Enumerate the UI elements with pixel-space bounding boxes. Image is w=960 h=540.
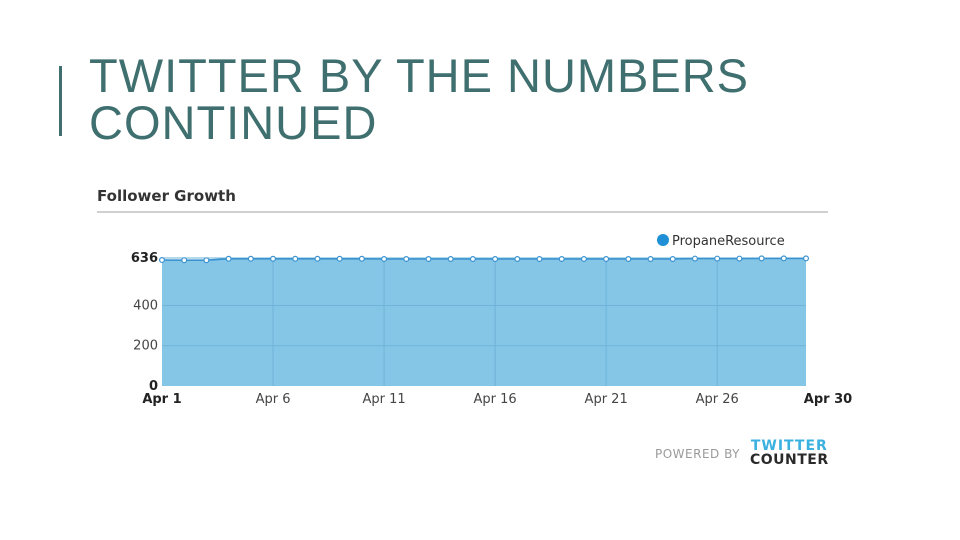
data-point-26 [714,255,721,262]
twittercounter-logo[interactable]: TWITTER COUNTER [750,439,829,467]
data-point-28 [758,255,765,262]
data-point-10 [358,255,365,262]
data-point-20 [580,256,587,263]
data-point-22 [625,256,632,263]
data-point-16 [492,256,499,263]
y-tick-label-1: 200 [133,339,158,354]
data-point-19 [558,256,565,263]
x-tick-label-5: Apr 26 [696,392,739,407]
data-point-24 [669,256,676,263]
logo-line-1: TWITTER [750,438,828,454]
data-point-14 [447,256,454,263]
data-point-9 [336,255,343,262]
data-point-4 [225,255,232,262]
data-point-12 [403,256,410,263]
x-tick-label-2: Apr 11 [362,392,405,407]
y-tick-label-2: 400 [133,298,158,313]
powered-by-text: POWERED BY [655,447,741,461]
data-point-25 [691,255,698,262]
data-point-7 [292,255,299,262]
data-point-8 [314,255,321,262]
data-point-21 [603,256,610,263]
data-point-1 [159,257,166,264]
data-point-27 [736,255,743,262]
data-point-2 [181,257,188,264]
x-tick-label-3: Apr 16 [474,392,517,407]
series-area [162,258,806,386]
y-tick-label-3: 636 [131,251,158,266]
slide-title: TWITTER BY THE NUMBERS CONTINUED [89,52,749,146]
chart-title: Follower Growth [97,187,236,205]
data-point-29 [780,255,787,262]
logo-line-2: COUNTER [750,452,829,468]
y-tick-label-0: 0 [149,379,158,394]
data-point-18 [536,256,543,263]
title-divider [97,211,828,213]
slide-title-line-2: CONTINUED [89,96,378,149]
data-point-13 [425,256,432,263]
data-point-3 [203,257,210,264]
x-tick-label-4: Apr 21 [585,392,628,407]
slide-title-line-1: TWITTER BY THE NUMBERS [89,49,750,102]
title-accent-bar [59,66,62,136]
legend-marker [657,234,669,246]
data-point-30 [802,255,809,262]
data-point-17 [514,256,521,263]
x-tick-label-0: Apr 1 [142,392,181,407]
x-tick-label-1: Apr 6 [256,392,291,407]
series-line [161,257,806,262]
legend-label: PropaneResource [672,234,785,249]
data-point-6 [270,255,277,262]
data-point-15 [469,256,476,263]
x-tick-label-6: Apr 30 [804,392,852,407]
data-point-5 [247,255,254,262]
data-point-23 [647,256,654,263]
data-point-11 [381,256,388,263]
